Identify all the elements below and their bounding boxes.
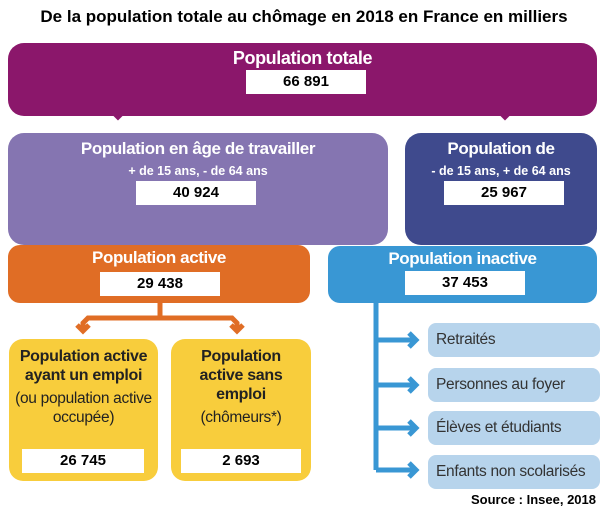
arrow-inactive-branches <box>373 300 420 479</box>
inactive-item-etudiants: Élèves et étudiants <box>428 411 600 445</box>
employed-label: Population active ayant un emploi <box>19 348 148 384</box>
inactive-population-value: 37 453 <box>405 271 525 295</box>
source-note: Source : Insee, 2018 <box>470 492 596 507</box>
total-population-value: 66 891 <box>246 70 366 94</box>
other-age-sub: - de 15 ans, + de 64 ans <box>431 164 571 178</box>
employed-note: (ou population active occupée) <box>15 390 152 426</box>
working-age-value: 40 924 <box>136 181 256 205</box>
unemployed-label: Population active sans emploi <box>199 348 283 403</box>
employed-value: 26 745 <box>22 449 144 473</box>
other-age-value: 25 967 <box>444 181 564 205</box>
active-population-value: 29 438 <box>100 272 220 296</box>
arrow-active-split <box>75 300 245 335</box>
inactive-item-enfants: Enfants non scolarisés <box>428 455 600 489</box>
inactive-item-retraites: Retraités <box>428 323 600 357</box>
unemployed-value: 2 693 <box>181 449 301 473</box>
inactive-population-label: Population inactive <box>388 249 537 268</box>
working-age-sub: + de 15 ans, - de 64 ans <box>128 164 268 178</box>
working-age-label: Population en âge de travailler <box>80 139 316 158</box>
active-population-label: Population active <box>92 248 226 267</box>
inactive-item-foyer: Personnes au foyer <box>428 368 600 402</box>
total-population-label: Population totale <box>232 48 373 68</box>
other-age-label: Population de <box>447 139 555 158</box>
unemployed-note: (chômeurs*) <box>200 409 282 426</box>
diagram-title: De la population totale au chômage en 20… <box>40 7 568 26</box>
